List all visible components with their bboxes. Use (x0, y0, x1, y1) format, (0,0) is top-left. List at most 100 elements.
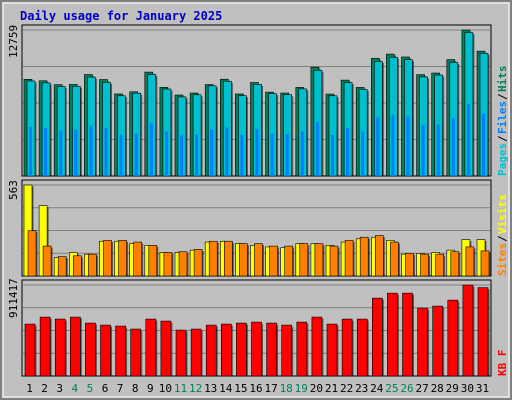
bar-pages-23 (361, 131, 365, 176)
bar-kbytes-3 (54, 318, 67, 377)
bar-kbytes-6-face (100, 324, 111, 377)
bar-kbytes-10 (160, 320, 173, 377)
bar-kbytes-29-face (447, 299, 459, 377)
bar-sites-26-face (405, 253, 414, 277)
bar-kbytes-19 (296, 321, 309, 377)
x-tick-label-22: 22 (340, 382, 353, 395)
bar-sites-19 (299, 243, 310, 277)
bar-kbytes-28-face (432, 305, 444, 377)
bar-sites-5-face (88, 253, 97, 277)
bar-pages-8 (134, 133, 138, 176)
bar-kbytes-6 (100, 324, 112, 377)
legend-sep-1: / (496, 135, 509, 142)
bar-pages-9 (149, 123, 153, 176)
bar-sites-6 (103, 240, 113, 277)
bar-sites-21 (329, 245, 340, 277)
bar-kbytes-17-face (266, 322, 277, 377)
bar-pages-11 (180, 135, 183, 176)
bar-pages-31 (482, 113, 485, 176)
bar-kbytes-3-face (54, 318, 66, 377)
bar-kbytes-11-face (175, 329, 187, 377)
bar-kbytes-22-face (341, 318, 353, 377)
bar-sites-8 (133, 241, 144, 277)
x-tick-label-16: 16 (249, 382, 262, 395)
x-tick-label-29: 29 (446, 382, 459, 395)
bar-sites-11-face (178, 251, 188, 277)
bar-kbytes-26-face (402, 292, 413, 377)
bar-pages-15 (240, 134, 244, 176)
bar-sites-24 (374, 235, 385, 277)
bar-kbytes-19-face (296, 321, 308, 377)
bar-pages-27 (421, 125, 425, 176)
bar-pages-30 (466, 103, 470, 176)
legend-hits-panel: Pages / Files / Hits (496, 66, 509, 177)
bar-pages-6 (104, 127, 108, 176)
bar-pages-24 (376, 117, 380, 176)
bar-kbytes-24-face (371, 297, 383, 377)
bar-kbytes-31 (477, 287, 490, 377)
bar-pages-1 (29, 126, 32, 176)
bar-kbytes-20 (311, 316, 324, 377)
x-tick-label-10: 10 (159, 382, 172, 395)
legend-kbytes-panel: KB F (496, 350, 509, 377)
bar-sites-3-face (57, 256, 67, 277)
bar-kbytes-17 (266, 322, 279, 377)
bar-kbytes-21-face (326, 323, 338, 377)
bar-sites-12-face (193, 249, 203, 277)
bar-kbytes-26 (402, 292, 414, 377)
legend-kbytes: KB F (496, 350, 509, 377)
bar-kbytes-23 (356, 318, 369, 377)
bar-sites-9-face (148, 244, 158, 277)
bar-sites-22-face (344, 240, 354, 277)
x-tick-label-11: 11 (174, 382, 187, 395)
bar-pages-13 (210, 129, 214, 176)
bar-kbytes-15-face (236, 322, 247, 377)
bar-pages-7 (119, 134, 123, 176)
bar-kbytes-27-face (417, 307, 428, 377)
bar-pages-3 (59, 130, 63, 176)
bar-kbytes-5-face (85, 322, 96, 377)
bar-sites-15 (239, 243, 249, 277)
bar-sites-15-face (239, 243, 248, 277)
bar-pages-2 (44, 127, 48, 176)
bar-sites-6-face (103, 240, 112, 277)
bar-sites-25-face (390, 241, 399, 277)
bar-sites-18 (284, 245, 295, 277)
bar-pages-21 (331, 134, 334, 176)
bar-kbytes-25-face (387, 292, 398, 377)
x-tick-label-1: 1 (26, 382, 33, 395)
bar-kbytes-2 (39, 316, 52, 377)
bar-kbytes-13 (205, 324, 218, 377)
x-tick-label-27: 27 (415, 382, 428, 395)
x-tick-label-30: 30 (461, 382, 474, 395)
y-max-label-hits: 12759 (7, 25, 20, 58)
bar-sites-29-face (450, 251, 460, 277)
x-tick-label-4: 4 (71, 382, 78, 395)
bar-sites-8-face (133, 241, 142, 277)
legend-files: Files (496, 101, 509, 134)
bar-kbytes-8-face (130, 328, 141, 377)
bar-pages-25 (391, 115, 395, 176)
bar-kbytes-4 (70, 316, 82, 377)
x-axis-labels: 1 2 3 4 5 6 7 8 9 10 11 12 13 14 15 16 17 18 19 20 21 22 23 24 2… (26, 382, 489, 395)
x-tick-label-14: 14 (219, 382, 233, 395)
bar-sites-7 (118, 240, 129, 277)
legend-visits: Visits (496, 194, 509, 234)
bar-sites-14 (224, 240, 234, 277)
bar-kbytes-22 (341, 318, 354, 377)
bar-sites-23-face (359, 236, 369, 277)
bar-sites-25 (390, 241, 400, 277)
bar-pages-26 (406, 116, 410, 176)
legend-sep-2: / (496, 93, 509, 100)
bar-kbytes-24 (371, 297, 384, 377)
bar-kbytes-16 (251, 321, 263, 377)
x-tick-label-12: 12 (189, 382, 202, 395)
bar-kbytes-11 (175, 329, 188, 377)
bar-sites-5 (88, 253, 98, 277)
bar-kbytes-28 (432, 305, 445, 377)
bar-pages-22 (346, 127, 350, 176)
bar-kbytes-14-face (221, 323, 232, 377)
bar-kbytes-21 (326, 323, 339, 377)
